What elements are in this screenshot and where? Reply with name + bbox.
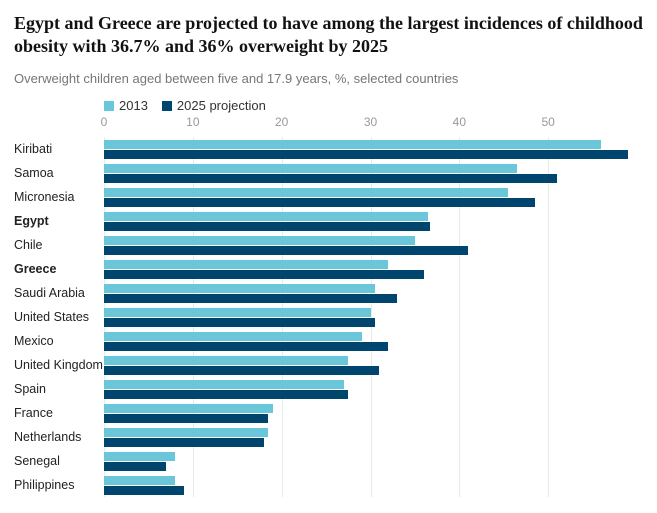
chart-row: United Kingdom [104, 353, 637, 377]
chart-row: Greece [104, 257, 637, 281]
category-label: Greece [14, 262, 100, 276]
legend-label-2013: 2013 [119, 98, 148, 113]
bar-2013 [104, 404, 273, 413]
category-label: United States [14, 310, 100, 324]
swatch-2013 [104, 101, 114, 111]
axis-tick-label: 10 [186, 115, 199, 129]
category-label: France [14, 406, 100, 420]
chart-subtitle: Overweight children aged between five an… [14, 71, 643, 86]
category-label: Micronesia [14, 190, 100, 204]
bar-2013 [104, 260, 388, 269]
bar-2013 [104, 452, 175, 461]
bar-2013 [104, 380, 344, 389]
legend-item-2013: 2013 [104, 98, 148, 113]
bar-2025 [104, 486, 184, 495]
bar-2025 [104, 318, 375, 327]
chart-row: United States [104, 305, 637, 329]
bar-2013 [104, 428, 268, 437]
bar-2013 [104, 236, 415, 245]
category-label: Senegal [14, 454, 100, 468]
bar-2013 [104, 332, 362, 341]
chart-title: Egypt and Greece are projected to have a… [14, 12, 643, 57]
bar-2025 [104, 246, 468, 255]
category-label: Netherlands [14, 430, 100, 444]
bar-2025 [104, 438, 264, 447]
swatch-2025 [162, 101, 172, 111]
chart: 01020304050 KiribatiSamoaMicronesiaEgypt… [14, 115, 643, 497]
bar-2013 [104, 188, 508, 197]
x-axis: 0 10 20 30 40 50 [104, 115, 637, 133]
legend: 2013 2025 projection [104, 98, 643, 113]
bar-2013 [104, 356, 348, 365]
bar-2025 [104, 222, 430, 231]
category-label: Philippines [14, 478, 100, 492]
chart-row: Spain [104, 377, 637, 401]
category-label: Spain [14, 382, 100, 396]
bar-2025 [104, 198, 535, 207]
chart-row: Mexico [104, 329, 637, 353]
chart-row: Samoa [104, 161, 637, 185]
chart-row: Saudi Arabia [104, 281, 637, 305]
axis-tick-label: 30 [364, 115, 377, 129]
chart-row: Netherlands [104, 425, 637, 449]
chart-row: France [104, 401, 637, 425]
bar-2013 [104, 140, 601, 149]
bar-2025 [104, 366, 379, 375]
bar-2013 [104, 284, 375, 293]
chart-row: Philippines [104, 473, 637, 497]
chart-row: Chile [104, 233, 637, 257]
bar-2025 [104, 294, 397, 303]
bar-2013 [104, 308, 371, 317]
category-label: Kiribati [14, 142, 100, 156]
category-label: Samoa [14, 166, 100, 180]
bar-2025 [104, 390, 348, 399]
category-label: Mexico [14, 334, 100, 348]
bar-2025 [104, 174, 557, 183]
legend-label-2025: 2025 projection [177, 98, 266, 113]
category-label: Saudi Arabia [14, 286, 100, 300]
bar-2025 [104, 342, 388, 351]
chart-row: Kiribati [104, 137, 637, 161]
axis-tick-label: 20 [275, 115, 288, 129]
bar-2025 [104, 150, 628, 159]
plot-area: KiribatiSamoaMicronesiaEgyptChileGreeceS… [104, 137, 637, 497]
chart-row: Micronesia [104, 185, 637, 209]
bar-2025 [104, 414, 268, 423]
bar-2025 [104, 270, 424, 279]
category-label: United Kingdom [14, 358, 100, 372]
category-label: Egypt [14, 214, 100, 228]
bar-2013 [104, 476, 175, 485]
bar-2013 [104, 212, 428, 221]
chart-row: Senegal [104, 449, 637, 473]
category-label: Chile [14, 238, 100, 252]
chart-row: Egypt [104, 209, 637, 233]
bar-2025 [104, 462, 166, 471]
axis-tick-label: 50 [541, 115, 554, 129]
axis-tick-label: 0 [101, 115, 108, 129]
bar-2013 [104, 164, 517, 173]
axis-tick-label: 40 [453, 115, 466, 129]
legend-item-2025: 2025 projection [162, 98, 266, 113]
